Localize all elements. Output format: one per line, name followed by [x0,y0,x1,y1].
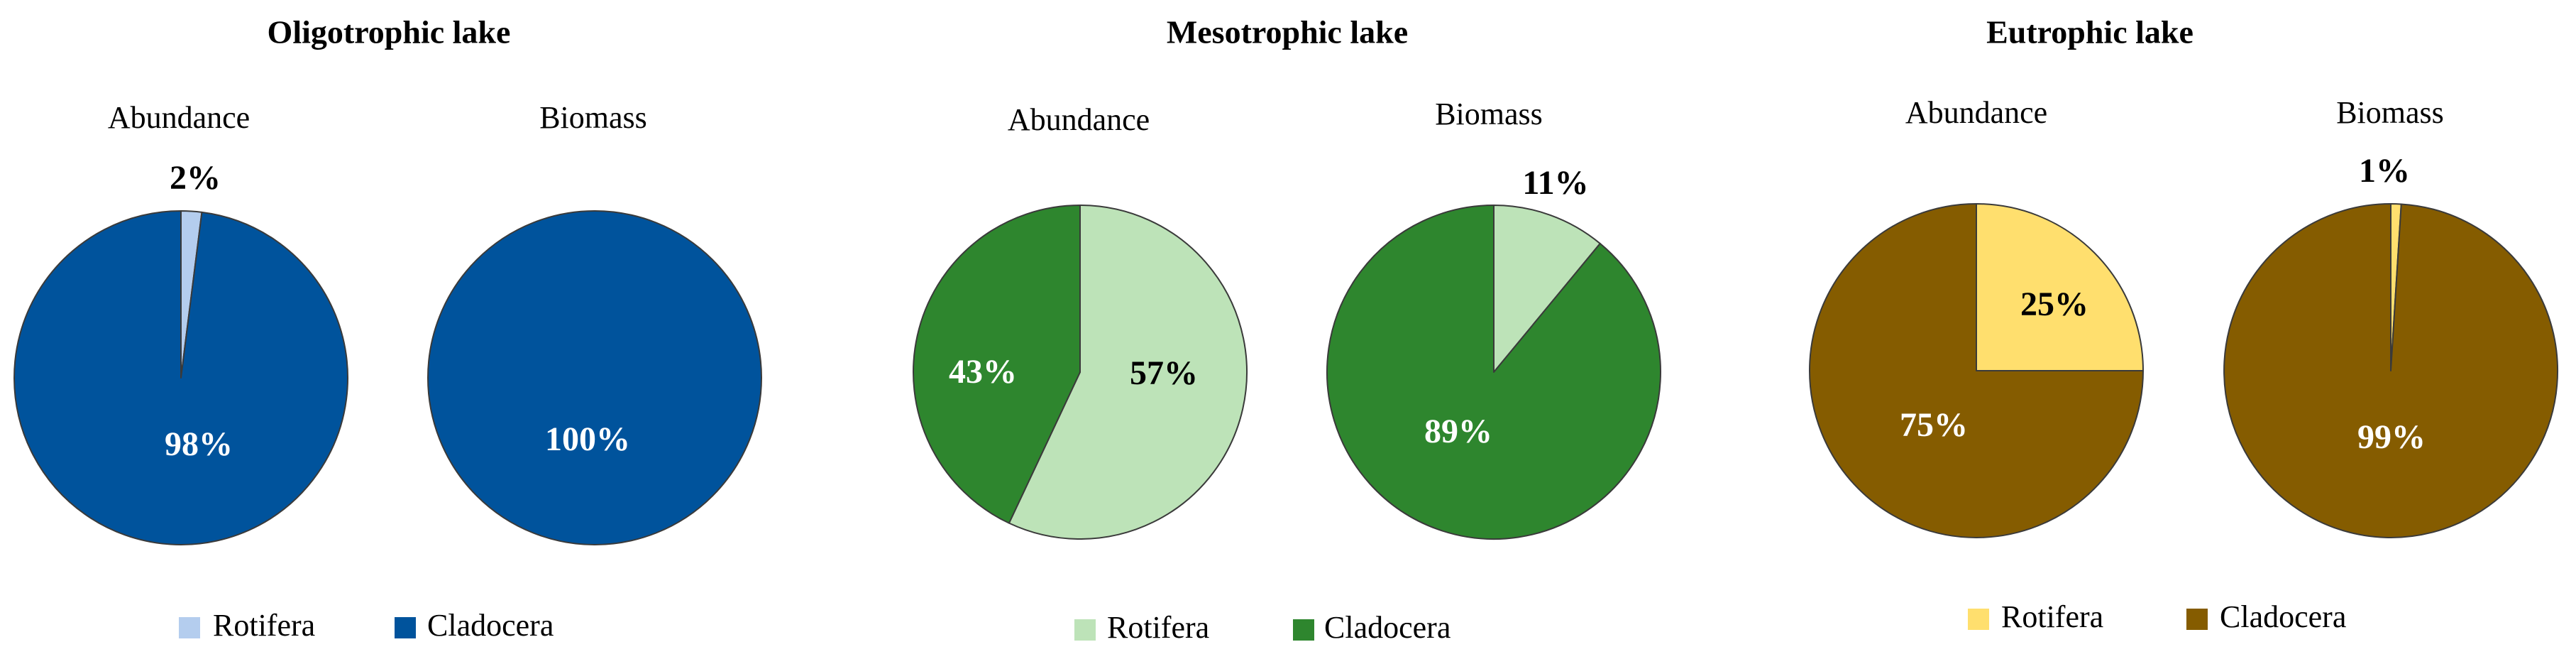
data-label: 25% [2020,285,2088,323]
legend-swatch-cladocera [1293,619,1314,641]
pie-label: Abundance [108,100,250,135]
pie-slice-cladocera [427,210,762,545]
legend-swatch-rotifera [179,617,200,638]
data-label: 100% [545,420,630,458]
panel-title: Eutrophic lake [1986,14,2194,50]
pie-label: Biomass [1435,97,1543,131]
pie-slice-cladocera [1809,203,2144,538]
legend-label-cladocera: Cladocera [1324,610,1451,645]
legend-label-cladocera: Cladocera [427,608,554,643]
legend-swatch-rotifera [1074,619,1096,641]
pie-label: Biomass [539,100,647,135]
legend-label-rotifera: Rotifera [1107,610,1209,645]
legend-label-rotifera: Rotifera [213,608,315,643]
pie-slice-cladocera [913,205,1081,524]
pie-slice-cladocera [1326,205,1661,540]
data-label: 99% [2357,418,2426,456]
legend-swatch-cladocera [2186,609,2208,630]
pie-slice-rotifera [1976,203,2144,371]
panel-title: Mesotrophic lake [1167,14,1408,50]
data-label: 57% [1130,354,1198,392]
pie-slice-rotifera [1493,205,1601,373]
data-label: 43% [949,353,1017,391]
legend-swatch-cladocera [395,617,416,638]
pie-slice-cladocera [2223,203,2559,538]
data-label: 11% [1522,164,1588,202]
data-label: 89% [1424,413,1492,450]
legend-swatch-rotifera [1968,609,1989,630]
legend-label-cladocera: Cladocera [2220,599,2346,634]
data-label: 1% [2359,152,2410,190]
pie-label: Abundance [1008,102,1150,137]
pie-label: Abundance [1905,95,2047,130]
pie-slice-cladocera [13,210,349,545]
data-label: 2% [170,159,221,197]
data-label: 75% [1900,406,1968,444]
legend-label-rotifera: Rotifera [2001,599,2103,634]
pie-slice-rotifera [1008,205,1248,540]
panel-title: Oligotrophic lake [268,14,511,50]
pie-label: Biomass [2336,95,2444,130]
data-label: 98% [165,425,233,463]
